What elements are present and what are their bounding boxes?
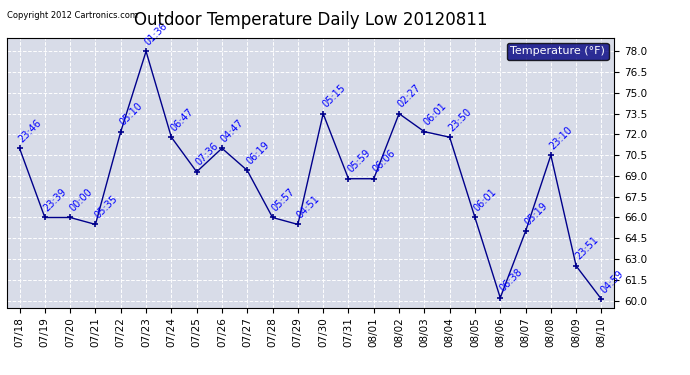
Text: 23:46: 23:46 — [17, 117, 43, 144]
Text: 02:27: 02:27 — [396, 82, 423, 110]
Text: 01:36: 01:36 — [143, 21, 170, 47]
Text: 05:35: 05:35 — [92, 194, 119, 220]
Text: 23:51: 23:51 — [573, 235, 600, 262]
Temperature (°F) — [193, 170, 201, 174]
Temperature (°F) — [522, 229, 530, 234]
Text: 06:01: 06:01 — [422, 101, 448, 128]
Temperature (°F) — [142, 49, 150, 54]
Temperature (°F) — [546, 153, 555, 158]
Text: 05:19: 05:19 — [522, 200, 549, 227]
Text: Outdoor Temperature Daily Low 20120811: Outdoor Temperature Daily Low 20120811 — [134, 11, 487, 29]
Legend: Temperature (°F): Temperature (°F) — [507, 43, 609, 60]
Temperature (°F) — [218, 146, 226, 150]
Text: 05:10: 05:10 — [118, 101, 145, 128]
Temperature (°F) — [471, 215, 479, 220]
Text: 04:59: 04:59 — [598, 268, 625, 295]
Temperature (°F) — [243, 168, 251, 172]
Temperature (°F) — [446, 135, 454, 140]
Text: 06:19: 06:19 — [244, 140, 271, 166]
Text: 06:01: 06:01 — [472, 187, 499, 213]
Text: 23:39: 23:39 — [42, 186, 69, 213]
Text: 23:10: 23:10 — [548, 124, 575, 151]
Text: 05:59: 05:59 — [346, 148, 373, 175]
Temperature (°F) — [66, 215, 75, 220]
Temperature (°F) — [117, 129, 125, 134]
Temperature (°F) — [598, 297, 606, 302]
Text: 07:36: 07:36 — [194, 141, 221, 168]
Text: 05:15: 05:15 — [320, 82, 347, 110]
Text: 06:47: 06:47 — [168, 106, 195, 133]
Temperature (°F) — [91, 222, 99, 226]
Temperature (°F) — [268, 215, 277, 220]
Temperature (°F) — [370, 177, 378, 181]
Text: 06:06: 06:06 — [371, 148, 397, 175]
Text: 00:00: 00:00 — [67, 187, 94, 213]
Temperature (°F) — [572, 264, 580, 268]
Temperature (°F) — [294, 222, 302, 226]
Temperature (°F) — [344, 177, 353, 181]
Text: 04:51: 04:51 — [295, 194, 322, 220]
Temperature (°F) — [496, 296, 504, 300]
Text: Copyright 2012 Cartronics.com: Copyright 2012 Cartronics.com — [7, 11, 138, 20]
Text: 04:47: 04:47 — [219, 117, 246, 144]
Text: 05:57: 05:57 — [270, 186, 297, 213]
Text: 06:38: 06:38 — [497, 267, 524, 294]
Temperature (°F) — [167, 135, 175, 140]
Temperature (°F) — [420, 129, 428, 134]
Text: 23:50: 23:50 — [446, 106, 473, 133]
Temperature (°F) — [15, 146, 23, 150]
Temperature (°F) — [395, 111, 403, 116]
Temperature (°F) — [41, 215, 49, 220]
Temperature (°F) — [319, 111, 327, 116]
Line: Temperature (°F): Temperature (°F) — [16, 48, 605, 303]
